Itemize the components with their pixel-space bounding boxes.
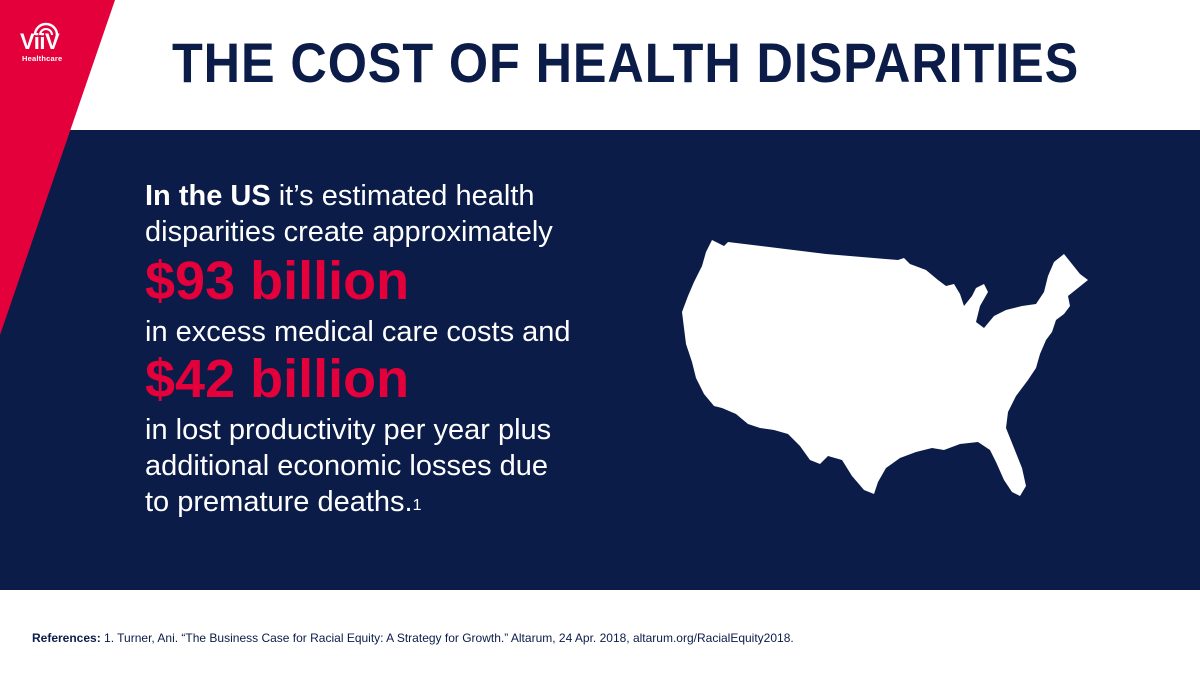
lead-bold-text: In the US xyxy=(145,180,271,212)
body-line-5: additional economic losses due xyxy=(145,450,549,482)
viiv-logo: ViiV Healthcare xyxy=(20,20,92,72)
references-line: References: 1. Turner, Ani. “The Busines… xyxy=(32,630,1172,646)
statistics-text-block: In the US it’s estimated health disparit… xyxy=(145,178,665,520)
references-label: References: xyxy=(32,631,101,645)
body-line-6: to premature deaths.1 xyxy=(145,484,665,520)
body-line-3: in excess medical care costs and xyxy=(145,316,571,348)
footnote-marker: 1 xyxy=(412,497,422,514)
body-line-4: in lost productivity per year plus xyxy=(145,414,552,446)
figure-42-billion: $42 billion xyxy=(145,349,410,409)
page-title: THE COST OF HEALTH DISPARITIES xyxy=(172,31,1080,94)
body-line-1: In the US it’s estimated health xyxy=(145,178,665,214)
logo-subtitle-text: Healthcare xyxy=(22,54,63,63)
body-line-6-text: to premature deaths. xyxy=(145,486,413,518)
references-text: 1. Turner, Ani. “The Business Case for R… xyxy=(100,631,794,645)
lead-rest-text: it’s estimated health xyxy=(270,180,535,212)
logo-arc-icon xyxy=(33,22,59,36)
body-line-2: disparities create approximately xyxy=(145,216,553,248)
us-map-icon xyxy=(682,240,1088,496)
logo-brand-text: ViiV xyxy=(20,29,60,54)
figure-93-billion: $93 billion xyxy=(145,251,410,311)
